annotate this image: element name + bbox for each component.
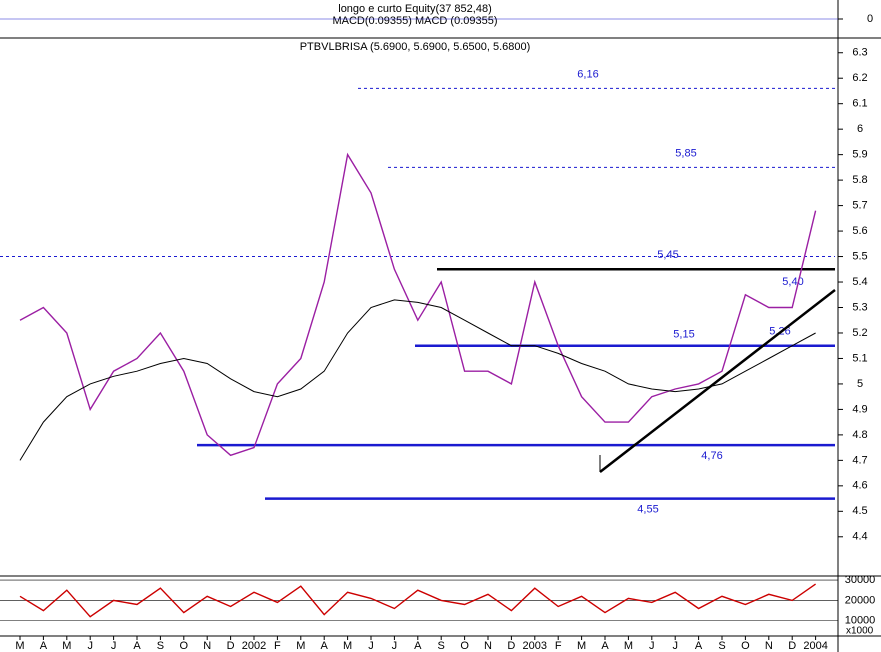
y-tick-label: 20000	[845, 594, 876, 606]
y-tick-label: 6.3	[852, 47, 867, 59]
x-tick-label: A	[695, 640, 703, 652]
x-tick-label: M	[62, 640, 71, 652]
x-tick-label: J	[111, 640, 117, 652]
x-tick-label: M	[296, 640, 305, 652]
x-tick-label: N	[765, 640, 773, 652]
y-tick-label: 4.7	[852, 454, 867, 466]
level-label: 5,40	[782, 276, 803, 288]
x-tick-label: J	[87, 640, 93, 652]
y-tick-label: 5	[857, 378, 863, 390]
y-tick-label: 10000	[845, 615, 876, 627]
y-tick-label: 5.1	[852, 352, 867, 364]
x-tick-label: M	[577, 640, 586, 652]
level-label: 4,55	[637, 503, 658, 515]
x-tick-label: 2003	[523, 640, 547, 652]
x-tick-label: A	[321, 640, 329, 652]
level-label: 5,15	[673, 329, 694, 341]
y-tick-label: 5.6	[852, 225, 867, 237]
x-tick-label: S	[718, 640, 725, 652]
x-tick-label: D	[227, 640, 235, 652]
x-tick-label: F	[274, 640, 281, 652]
y-tick-label: 6	[857, 123, 863, 135]
x-tick-label: M	[624, 640, 633, 652]
series-line	[19, 583, 817, 618]
trend-line	[599, 289, 836, 473]
x-tick-label: 2002	[242, 640, 266, 652]
y-tick-label: 6.2	[852, 72, 867, 84]
y-tick-label: 4.9	[852, 403, 867, 415]
y-tick-label: 4.4	[852, 531, 867, 543]
x-tick-label: S	[438, 640, 445, 652]
x-tick-label: A	[133, 640, 141, 652]
x-tick-label: 2004	[803, 640, 827, 652]
level-label: 5,45	[657, 249, 678, 261]
x-tick-label: D	[507, 640, 515, 652]
x-tick-label: S	[157, 640, 164, 652]
x-tick-label: A	[40, 640, 48, 652]
x-tick-label: M	[343, 640, 352, 652]
x-tick-label: O	[460, 640, 469, 652]
chart-title: PTBVLBRISA (5.6900, 5.6900, 5.6500, 5.68…	[300, 41, 531, 53]
y-tick-label: 5.5	[852, 250, 867, 262]
level-label: 6,16	[577, 68, 598, 80]
x-tick-label: J	[368, 640, 374, 652]
x-tick-label: J	[649, 640, 655, 652]
y-tick-label: 30000	[845, 574, 876, 586]
x-tick-label: J	[392, 640, 398, 652]
y-tick-label: 4.8	[852, 429, 867, 441]
x-tick-label: A	[414, 640, 422, 652]
series-line	[19, 299, 816, 461]
level-label: 5,85	[675, 147, 696, 159]
x-tick-label: O	[180, 640, 189, 652]
y-tick-label: 4.6	[852, 480, 867, 492]
panel-title: longo e curto Equity(37 852,48)	[338, 3, 492, 15]
x-tick-label: J	[672, 640, 678, 652]
y-tick-label: 5.8	[852, 174, 867, 186]
y-tick-label: 4.5	[852, 505, 867, 517]
y-tick-label: 5.7	[852, 200, 867, 212]
x-tick-label: M	[15, 640, 24, 652]
panel-subtitle: MACD(0.09355) MACD (0.09355)	[332, 15, 497, 27]
unit-label: x1000	[846, 626, 874, 637]
y-tick-label: 5.9	[852, 149, 867, 161]
x-tick-label: F	[555, 640, 562, 652]
y-tick-label: 5.4	[852, 276, 867, 288]
x-tick-label: D	[788, 640, 796, 652]
y-tick-label: 6.1	[852, 98, 867, 110]
x-tick-label: A	[601, 640, 609, 652]
series-line	[19, 152, 817, 457]
x-tick-label: O	[741, 640, 750, 652]
x-tick-label: N	[203, 640, 211, 652]
y-tick-label: 5.3	[852, 301, 867, 313]
level-label: 4,76	[701, 450, 722, 462]
y-tick-label: 0	[867, 13, 873, 25]
x-tick-label: N	[484, 640, 492, 652]
y-tick-label: 5.2	[852, 327, 867, 339]
